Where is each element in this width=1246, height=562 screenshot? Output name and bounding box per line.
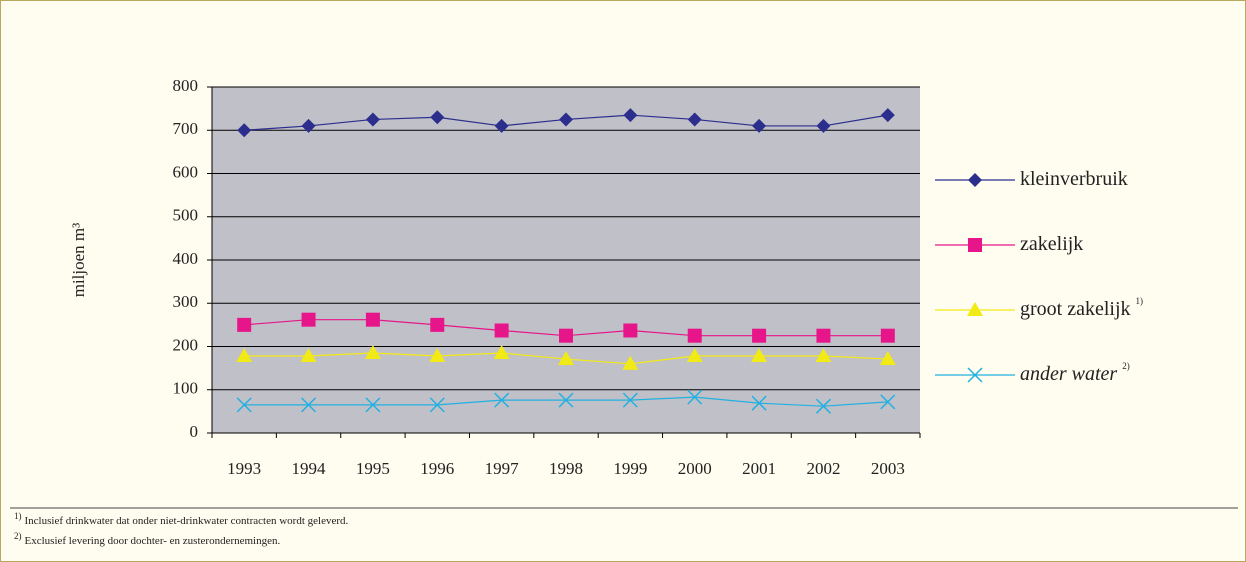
legend-label: kleinverbruik bbox=[1020, 168, 1128, 190]
marker bbox=[365, 312, 380, 327]
marker bbox=[880, 394, 896, 410]
marker bbox=[429, 348, 446, 363]
marker bbox=[622, 392, 638, 408]
footnote: 2) Exclusief levering door dochter- en zu… bbox=[14, 531, 280, 546]
marker bbox=[236, 397, 252, 413]
x-tick-label: 1993 bbox=[227, 459, 261, 478]
legend-note: 1) bbox=[1136, 296, 1144, 306]
marker bbox=[686, 348, 703, 363]
y-tick-label: 800 bbox=[173, 76, 199, 95]
x-tick-label: 1994 bbox=[292, 459, 327, 478]
marker bbox=[429, 397, 445, 413]
marker bbox=[301, 118, 316, 133]
y-tick-label: 600 bbox=[173, 162, 199, 181]
y-tick-label: 100 bbox=[173, 379, 199, 398]
marker bbox=[559, 328, 573, 343]
y-tick-label: 300 bbox=[173, 292, 199, 311]
marker bbox=[815, 398, 831, 414]
marker bbox=[816, 328, 831, 343]
marker bbox=[968, 173, 982, 187]
marker bbox=[751, 348, 768, 363]
y-axis-label: miljoen m³ bbox=[69, 223, 88, 298]
marker bbox=[237, 123, 252, 138]
marker bbox=[687, 328, 702, 343]
marker bbox=[365, 397, 381, 413]
marker bbox=[752, 328, 767, 343]
marker bbox=[430, 317, 445, 332]
legend-label: zakelijk bbox=[1020, 233, 1083, 255]
marker bbox=[687, 389, 703, 405]
legend-note: 2) bbox=[1122, 361, 1130, 371]
marker bbox=[623, 323, 638, 338]
marker bbox=[967, 302, 983, 316]
marker bbox=[622, 355, 639, 370]
marker bbox=[364, 344, 381, 359]
marker bbox=[968, 238, 982, 252]
marker bbox=[879, 351, 896, 366]
footnote-marker: 1) bbox=[14, 511, 22, 521]
x-tick-label: 1999 bbox=[613, 459, 647, 478]
footnote-text: Exclusief levering door dochter- en zust… bbox=[25, 535, 281, 547]
marker bbox=[301, 312, 316, 327]
marker bbox=[880, 328, 895, 343]
marker bbox=[494, 323, 509, 338]
x-tick-label: 1996 bbox=[420, 459, 454, 478]
marker bbox=[365, 112, 380, 127]
marker bbox=[236, 348, 253, 363]
marker bbox=[301, 397, 317, 413]
legend-name: zakelijk bbox=[1020, 233, 1083, 255]
x-tick-label: 2000 bbox=[678, 459, 712, 478]
legend-name: ander water bbox=[1020, 363, 1117, 385]
x-tick-label: 1998 bbox=[549, 459, 583, 478]
x-tick-label: 2003 bbox=[871, 459, 905, 478]
x-tick-label: 2002 bbox=[806, 459, 840, 478]
legend-label: ander water 2) bbox=[1020, 361, 1130, 385]
marker bbox=[558, 351, 574, 366]
legend-label: groot zakelijk 1) bbox=[1020, 296, 1143, 320]
legend-name: kleinverbruik bbox=[1020, 168, 1128, 190]
y-tick-label: 200 bbox=[173, 335, 199, 354]
marker bbox=[237, 317, 252, 332]
x-tick-label: 2001 bbox=[742, 459, 776, 478]
marker bbox=[752, 118, 767, 133]
marker bbox=[816, 118, 831, 133]
legend-name: groot zakelijk bbox=[1020, 298, 1131, 320]
footnote-text: Inclusief drinkwater dat onder niet-drin… bbox=[25, 515, 349, 527]
marker bbox=[430, 110, 445, 125]
marker bbox=[880, 108, 895, 123]
marker bbox=[815, 348, 832, 363]
marker bbox=[558, 392, 574, 408]
y-tick-label: 700 bbox=[173, 119, 199, 138]
marker bbox=[687, 112, 702, 127]
y-tick-label: 400 bbox=[173, 249, 199, 268]
footnote: 1) Inclusief drinkwater dat onder niet-dr… bbox=[14, 511, 349, 526]
marker bbox=[967, 367, 983, 383]
y-tick-label: 500 bbox=[173, 206, 199, 225]
marker bbox=[494, 392, 510, 408]
x-tick-label: 1995 bbox=[356, 459, 390, 478]
marker bbox=[494, 118, 509, 133]
marker bbox=[493, 344, 510, 359]
marker bbox=[300, 348, 317, 363]
x-tick-label: 1997 bbox=[485, 459, 520, 478]
marker bbox=[559, 112, 573, 127]
footnote-marker: 2) bbox=[14, 531, 22, 541]
marker bbox=[623, 108, 638, 123]
marker bbox=[751, 395, 767, 411]
y-tick-label: 0 bbox=[190, 422, 199, 441]
